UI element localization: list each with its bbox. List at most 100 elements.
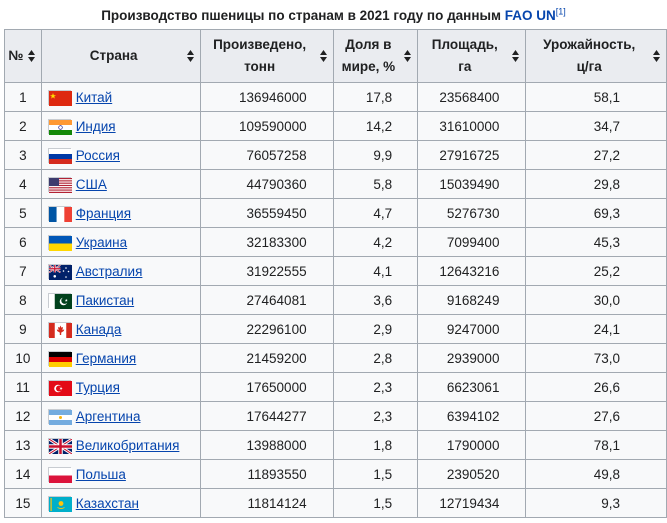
uk-flag-icon: [47, 437, 72, 454]
country-link[interactable]: Австралия: [75, 263, 143, 279]
table-row: 12 Аргентина 17644277 2,3 6394102 27,6: [4, 401, 667, 431]
country-link[interactable]: США: [75, 176, 107, 192]
cell-country: Казахстан: [40, 488, 201, 518]
cell-area: 9247000: [417, 314, 527, 344]
cell-production: 13988000: [199, 430, 334, 460]
cell-num: 11: [4, 372, 42, 402]
cell-country: Россия: [40, 140, 201, 170]
country-link[interactable]: Великобритания: [75, 437, 180, 453]
table-row: 14 Польша 11893550 1,5 2390520 49,8: [4, 459, 667, 489]
cell-area: 6623061: [417, 372, 527, 402]
cell-share: 14,2: [332, 111, 419, 141]
sort-icon[interactable]: [512, 50, 520, 62]
header-num[interactable]: №: [4, 29, 42, 83]
reference-link[interactable]: [1]: [555, 6, 566, 17]
cell-yield: 25,2: [525, 256, 667, 286]
country-link[interactable]: Россия: [75, 147, 120, 163]
kazakhstan-flag-icon: [47, 495, 72, 512]
sort-icon[interactable]: [186, 50, 194, 62]
sort-icon[interactable]: [404, 50, 412, 62]
cell-yield: 30,0: [525, 285, 667, 315]
country-link[interactable]: Украина: [75, 234, 128, 250]
cell-num: 4: [4, 169, 42, 199]
header-yield[interactable]: Урожайность, ц/га: [525, 29, 667, 83]
country-link[interactable]: Германия: [75, 350, 137, 366]
country-link[interactable]: Польша: [75, 466, 126, 482]
cell-production: 31922555: [199, 256, 334, 286]
cell-production: 21459200: [199, 343, 334, 373]
country-link[interactable]: Пакистан: [75, 292, 135, 308]
cell-yield: 27,6: [525, 401, 667, 431]
cell-num: 3: [4, 140, 42, 170]
cell-num: 7: [4, 256, 42, 286]
header-row: № Страна Произведено, тонн Доля в мире, % …: [4, 29, 667, 83]
country-link[interactable]: Турция: [75, 379, 120, 395]
country-link[interactable]: Франция: [75, 205, 132, 221]
france-flag-icon: [47, 205, 72, 222]
cell-production: 27464081: [199, 285, 334, 315]
table-row: 6 Украина 32183300 4,2 7099400 45,3: [4, 227, 667, 257]
cell-production: 36559450: [199, 198, 334, 228]
header-production[interactable]: Произведено, тонн: [199, 29, 334, 83]
header-area-line2: га: [458, 59, 472, 74]
cell-share: 2,3: [332, 372, 419, 402]
cell-yield: 24,1: [525, 314, 667, 344]
germany-flag-icon: [47, 350, 72, 367]
cell-yield: 73,0: [525, 343, 667, 373]
country-link[interactable]: Индия: [75, 118, 116, 134]
header-country[interactable]: Страна: [40, 29, 201, 83]
cell-production: 11893550: [199, 459, 334, 489]
cell-share: 2,8: [332, 343, 419, 373]
header-share[interactable]: Доля в мире, %: [332, 29, 419, 83]
table-caption: Производство пшеницы по странам в 2021 г…: [0, 6, 667, 23]
china-flag-icon: [47, 89, 72, 106]
country-link[interactable]: Канада: [75, 321, 122, 337]
cell-country: Германия: [40, 343, 201, 373]
cell-country: Украина: [40, 227, 201, 257]
cell-yield: 29,8: [525, 169, 667, 199]
sort-icon[interactable]: [653, 50, 660, 62]
cell-area: 9168249: [417, 285, 527, 315]
cell-num: 12: [4, 401, 42, 431]
header-production-line1: Произведено,: [213, 37, 307, 52]
header-area[interactable]: Площадь, га: [417, 29, 527, 83]
header-country-label: Страна: [89, 48, 138, 63]
cell-share: 3,6: [332, 285, 419, 315]
cell-num: 14: [4, 459, 42, 489]
header-yield-line1: Урожайность,: [543, 37, 636, 52]
cell-area: 12719434: [417, 488, 527, 518]
ukraine-flag-icon: [47, 234, 72, 251]
sort-icon[interactable]: [27, 50, 35, 62]
header-share-line1: Доля в: [345, 37, 392, 52]
country-link[interactable]: Аргентина: [75, 408, 141, 424]
sort-icon[interactable]: [319, 50, 327, 62]
cell-production: 136946000: [199, 82, 334, 112]
cell-yield: 78,1: [525, 430, 667, 460]
cell-share: 1,5: [332, 488, 419, 518]
table-row: 8 Пакистан 27464081 3,6 9168249 30,0: [4, 285, 667, 315]
country-link[interactable]: Казахстан: [75, 495, 139, 511]
cell-production: 44790360: [199, 169, 334, 199]
cell-country: Китай: [40, 82, 201, 112]
table-row: 5 Франция 36559450 4,7 5276730 69,3: [4, 198, 667, 228]
cell-share: 4,7: [332, 198, 419, 228]
cell-country: Аргентина: [40, 401, 201, 431]
canada-flag-icon: [47, 321, 72, 338]
australia-flag-icon: [47, 263, 72, 280]
cell-share: 5,8: [332, 169, 419, 199]
table-row: 9 Канада 22296100 2,9 9247000 24,1: [4, 314, 667, 344]
fao-link[interactable]: FAO UN: [504, 8, 556, 23]
cell-yield: 69,3: [525, 198, 667, 228]
cell-production: 17644277: [199, 401, 334, 431]
cell-country: Канада: [40, 314, 201, 344]
pakistan-flag-icon: [47, 292, 72, 309]
cell-yield: 58,1: [525, 82, 667, 112]
cell-production: 17650000: [199, 372, 334, 402]
country-link[interactable]: Китай: [75, 89, 113, 105]
cell-share: 2,9: [332, 314, 419, 344]
header-share-line2: мире, %: [341, 59, 396, 74]
table-row: 4 США 44790360 5,8 15039490 29,8: [4, 169, 667, 199]
poland-flag-icon: [47, 466, 72, 483]
cell-yield: 45,3: [525, 227, 667, 257]
table-row: 15 Казахстан 11814124 1,5 12719434 9,3: [4, 488, 667, 518]
